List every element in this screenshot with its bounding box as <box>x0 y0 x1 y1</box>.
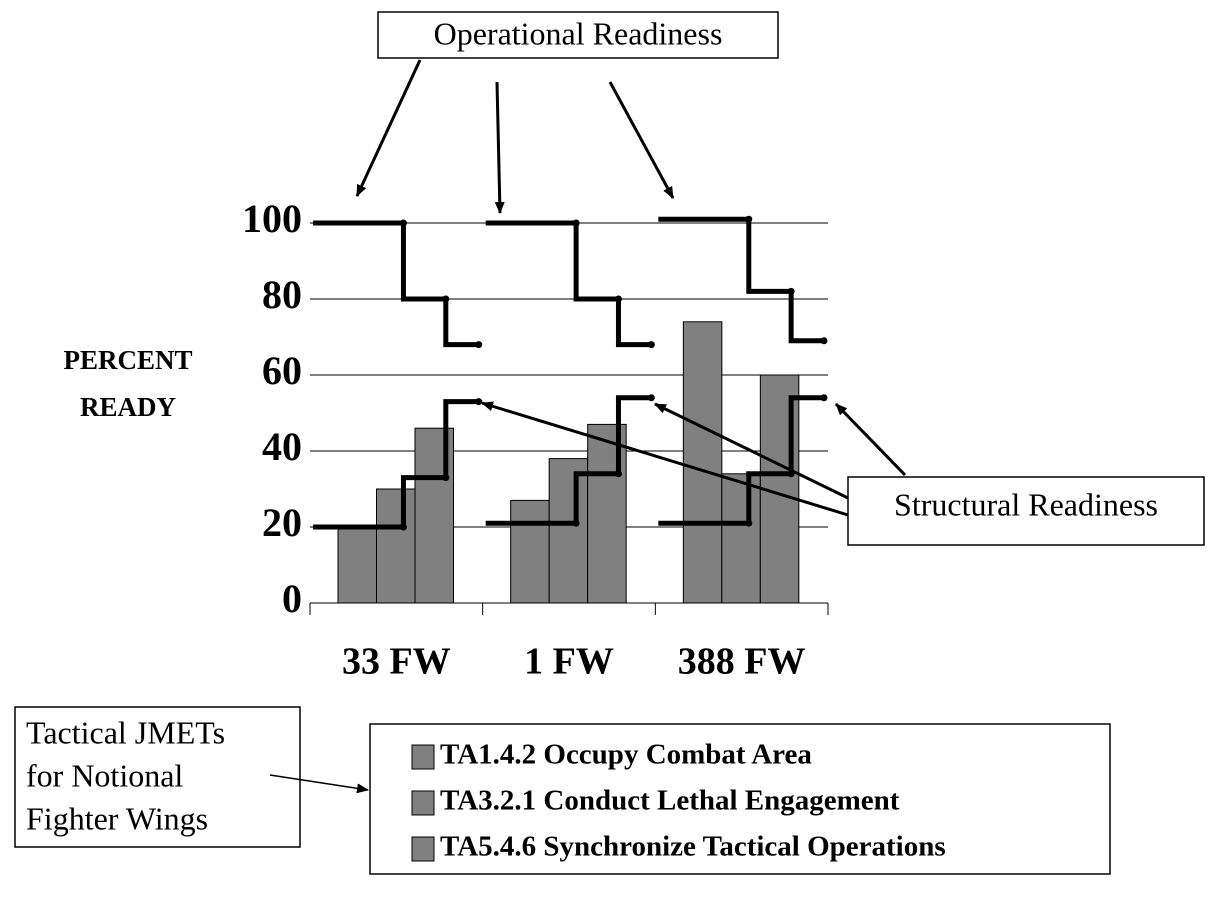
step-line <box>313 220 479 348</box>
step-vertex <box>647 341 655 349</box>
step-line <box>485 220 652 348</box>
arrow <box>834 402 907 477</box>
bar <box>376 488 416 604</box>
step-vertex <box>572 519 580 527</box>
arrow <box>355 59 422 197</box>
arrow <box>654 402 849 500</box>
operational-box <box>377 11 779 59</box>
bar <box>548 458 589 604</box>
x-tick-label: 388 FW <box>678 641 806 683</box>
legend-swatch <box>411 744 435 770</box>
y-tick-label: 60 <box>262 348 302 393</box>
step-vertex <box>614 295 622 303</box>
step-vertex <box>745 519 753 527</box>
y-tick-label: 40 <box>262 424 302 469</box>
step-vertex <box>475 398 483 406</box>
arrow <box>269 774 369 794</box>
annotation-line: for Notional <box>26 757 183 793</box>
y-tick-label: 20 <box>262 500 302 545</box>
step-line <box>658 216 824 344</box>
y-tick-label: 80 <box>262 272 302 317</box>
step-vertex <box>399 523 407 531</box>
y-axis-label: PERCENT <box>63 345 192 375</box>
step-vertex <box>475 341 483 349</box>
x-tick-label: 1 FW <box>524 641 614 683</box>
legend-swatch <box>411 790 435 816</box>
y-tick-label: 100 <box>242 196 302 241</box>
step-vertex <box>745 215 753 223</box>
legend-label: TA1.4.2 Occupy Combat Area <box>440 739 812 771</box>
legend-box <box>369 723 1111 875</box>
step-vertex <box>614 470 622 478</box>
arrow <box>494 81 505 214</box>
step-vertex <box>399 219 407 227</box>
y-tick-label: 0 <box>282 576 302 621</box>
arrow <box>481 401 849 517</box>
step-vertex <box>442 474 450 482</box>
bar <box>721 473 761 604</box>
annotation-line: Fighter Wings <box>26 800 208 836</box>
step-vertex <box>820 394 828 402</box>
operational-label: Operational Readiness <box>434 15 723 51</box>
step-vertex <box>787 287 795 295</box>
step-line <box>485 395 652 526</box>
step-line <box>658 395 824 526</box>
y-axis-label: READY <box>80 392 176 422</box>
legend-label: TA5.4.6 Synchronize Tactical Operations <box>440 831 946 863</box>
bar <box>510 499 550 604</box>
step-vertex <box>647 394 655 402</box>
bar <box>682 321 723 604</box>
x-tick-label: 33 FW <box>342 641 451 683</box>
step-vertex <box>572 219 580 227</box>
annotation-box <box>14 706 301 848</box>
legend-label: TA3.2.1 Conduct Lethal Engagement <box>440 785 900 817</box>
bar <box>337 526 377 604</box>
step-vertex <box>442 295 450 303</box>
annotation-line: Tactical JMETs <box>26 714 225 750</box>
step-vertex <box>820 337 828 345</box>
structural-box <box>847 476 1205 546</box>
arrow <box>608 81 675 199</box>
legend-swatch <box>411 836 435 862</box>
structural-label: Structural Readiness <box>894 486 1158 522</box>
step-line <box>313 399 479 530</box>
